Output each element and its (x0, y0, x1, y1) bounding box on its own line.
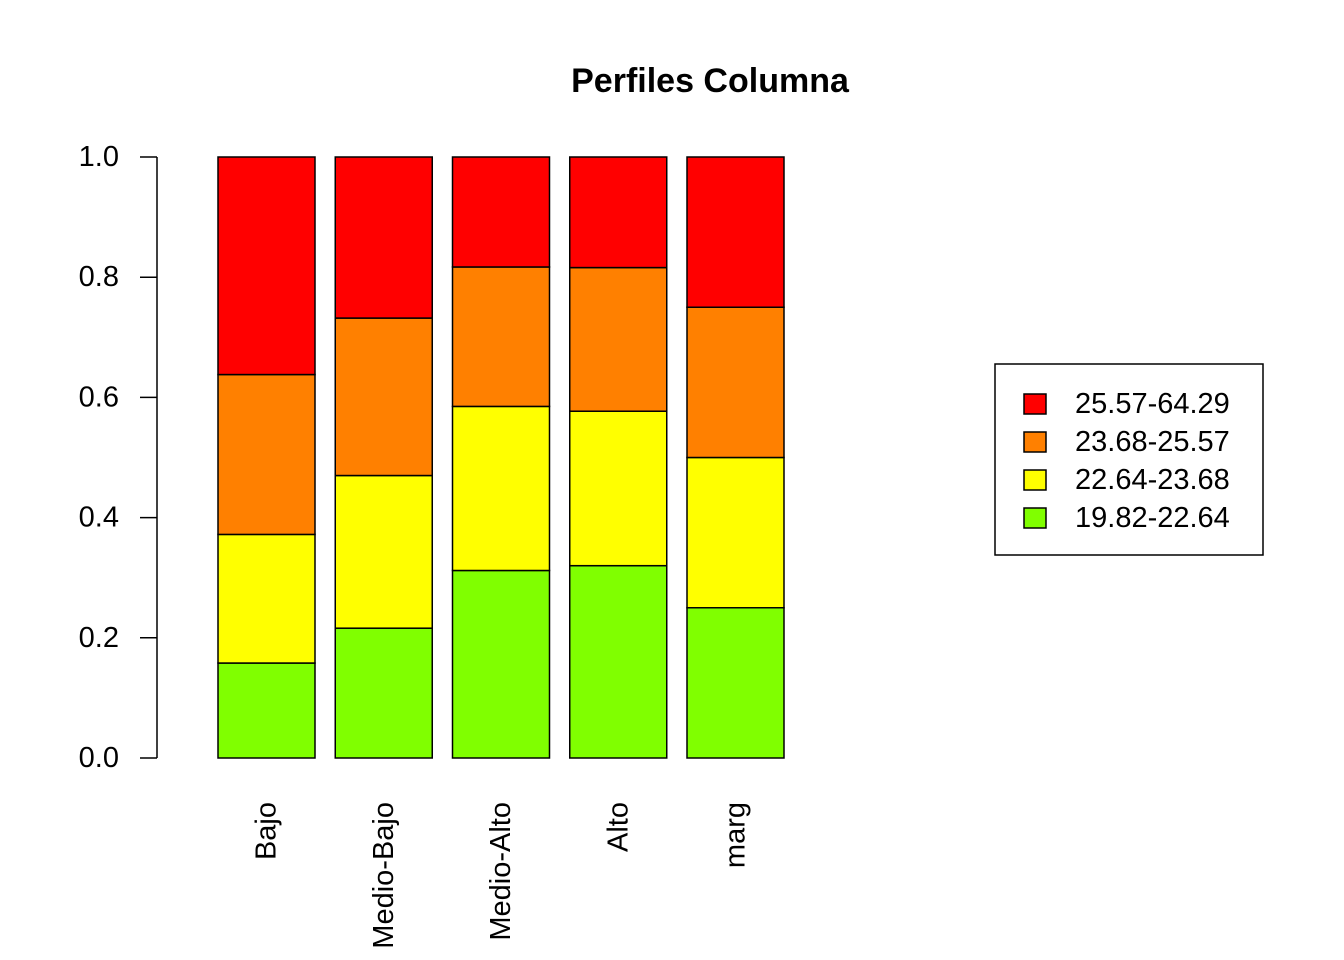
bar-segment (686, 456, 785, 609)
legend: 25.57-64.29 23.68-25.57 22.64-23.68 19.82-2… (994, 363, 1264, 556)
y-tick-label: 0.0 (79, 742, 119, 774)
bar-segment (686, 306, 785, 459)
legend-swatch (1023, 507, 1047, 529)
legend-label: 22.64-23.68 (1075, 464, 1230, 496)
y-axis: 0.0 0.2 0.4 0.6 0.8 1.0 (79, 141, 158, 774)
y-tick-label: 0.6 (79, 381, 119, 413)
bar-segment (569, 266, 668, 412)
bar-segment (569, 156, 668, 269)
category-label: Alto (602, 802, 634, 852)
chart-title: Perfiles Columna (571, 62, 850, 100)
bar-segment (686, 156, 785, 308)
legend-swatch (1023, 393, 1047, 415)
legend-swatch (1023, 469, 1047, 491)
bar-segment (217, 533, 316, 664)
bar-segment (451, 569, 551, 759)
bar-segment (334, 627, 433, 759)
bar-segment (334, 317, 433, 477)
bar-segment (217, 662, 316, 759)
legend-label: 23.68-25.57 (1075, 426, 1230, 458)
y-tick-label: 0.2 (79, 622, 119, 654)
bar-segment (217, 373, 316, 536)
legend-swatch (1023, 431, 1047, 453)
bar-segment (451, 266, 551, 408)
category-label: Medio-Bajo (368, 802, 400, 949)
category-label: Medio-Alto (485, 802, 517, 941)
bar-segment (334, 156, 433, 319)
category-label: marg (720, 802, 752, 868)
bar-segment (217, 156, 316, 376)
legend-label: 19.82-22.64 (1075, 502, 1230, 534)
bar-stack-group (217, 156, 785, 759)
bar-segment (569, 564, 668, 759)
legend-label: 25.57-64.29 (1075, 388, 1230, 420)
bar-segment (451, 405, 551, 572)
category-labels: Bajo Medio-Bajo Medio-Alto Alto marg (251, 802, 752, 949)
category-label: Bajo (251, 802, 283, 860)
bar-segment (334, 474, 433, 629)
bar-segment (686, 607, 785, 759)
y-tick-label: 1.0 (79, 141, 119, 173)
bar-segment (451, 156, 551, 268)
bar-segment (569, 410, 668, 567)
y-tick-label: 0.4 (79, 502, 119, 534)
y-tick-label: 0.8 (79, 261, 119, 293)
